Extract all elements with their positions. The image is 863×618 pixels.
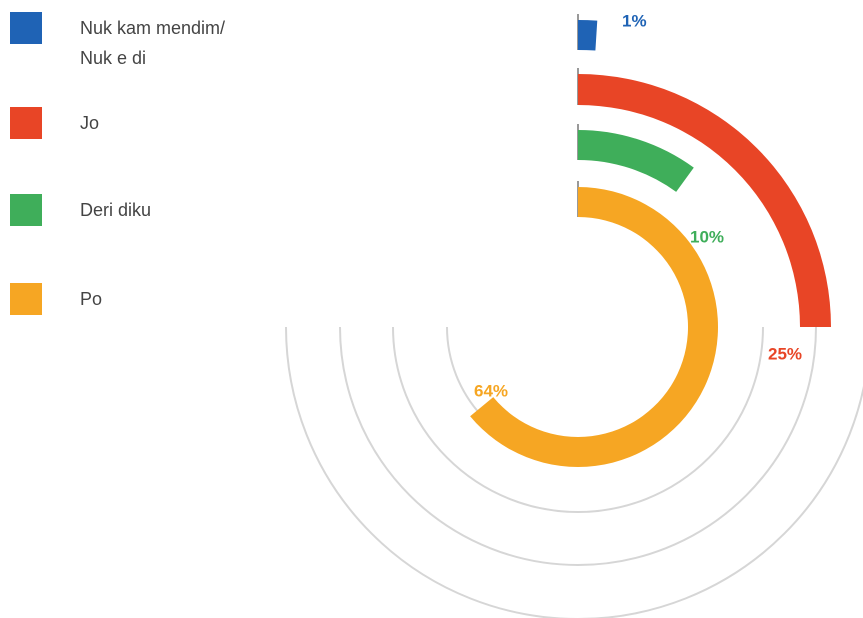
value-label: 25% — [768, 344, 802, 363]
legend-label: Po — [80, 289, 103, 309]
track — [339, 326, 817, 566]
track — [392, 326, 764, 513]
legend-swatch — [10, 194, 42, 226]
bar — [470, 187, 718, 467]
track — [285, 326, 863, 618]
value-label: 64% — [474, 381, 508, 400]
value-label: 1% — [622, 11, 647, 30]
legend-label: Deri diku — [80, 200, 152, 220]
value-label: 10% — [690, 227, 724, 246]
legend-label: Jo — [80, 113, 100, 133]
legend-swatch — [10, 12, 42, 44]
legend-swatch — [10, 107, 42, 139]
legend-label: Nuk kam mendim/ Nuk e di — [80, 18, 226, 68]
legend-swatch — [10, 283, 42, 315]
bar — [578, 130, 694, 192]
bar — [578, 20, 598, 51]
bar — [578, 74, 831, 327]
